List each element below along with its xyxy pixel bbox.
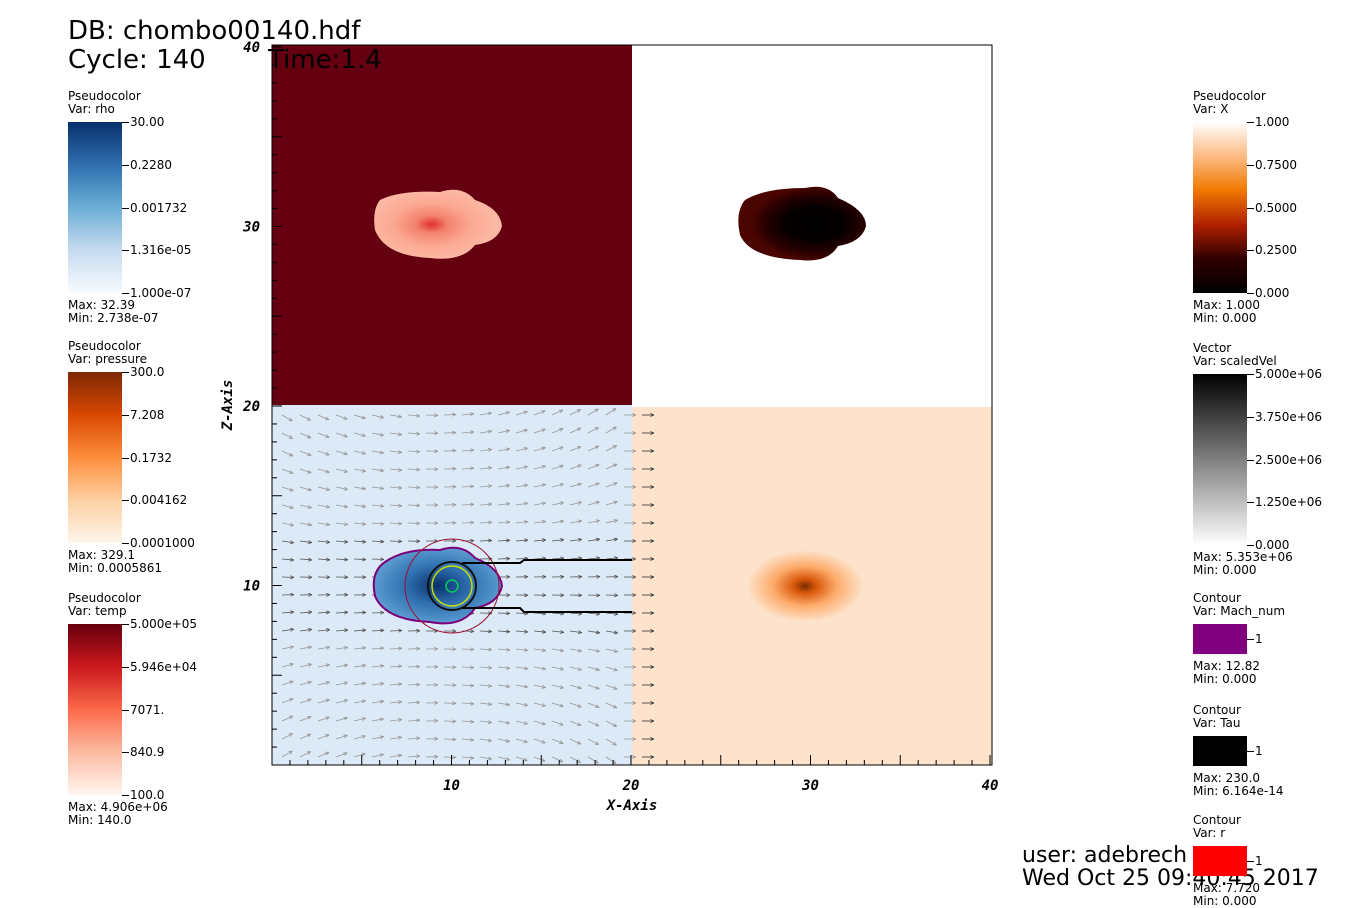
- legend-var: Var: Mach_num: [1193, 605, 1285, 618]
- legend-var: Var: rho: [68, 103, 115, 116]
- legend-label: 0.7500: [1255, 159, 1297, 172]
- legend-tick: [1247, 460, 1254, 461]
- legend-label: 7.208: [130, 409, 164, 422]
- legend-label: 0.2500: [1255, 244, 1297, 257]
- legend-min: Min: 140.0: [68, 814, 132, 827]
- legend-bar: [1193, 624, 1247, 654]
- x-tick-label: 30: [801, 778, 819, 794]
- legend-tick: [1247, 751, 1254, 752]
- legend-label: 1.250e+06: [1255, 496, 1322, 509]
- legend-tick: [1247, 250, 1254, 251]
- legend-bar: [1193, 736, 1247, 766]
- legend-var: Var: X: [1193, 103, 1228, 116]
- x-axis-label: X-Axis: [606, 798, 658, 814]
- legend-label: 3.750e+06: [1255, 411, 1322, 424]
- legend-label: 0.000: [1255, 287, 1289, 300]
- legend-tick: [122, 543, 129, 544]
- date: Wed Oct 25 09:40:45 2017: [1022, 867, 1319, 891]
- legend-tick: [1247, 861, 1254, 862]
- legend-tick: [122, 710, 129, 711]
- y-tick-label: 20: [242, 399, 260, 415]
- y-tick-label: 10: [243, 579, 260, 595]
- legend-label: 5.000e+05: [130, 618, 197, 631]
- legend-label: 1: [1255, 855, 1263, 868]
- legend-var: Var: r: [1193, 827, 1225, 840]
- legend-bar: [1193, 374, 1247, 545]
- legend-tick: [122, 795, 129, 796]
- legend-label: 0.0001000: [130, 537, 195, 550]
- legend-tick: [1247, 208, 1254, 209]
- legend-min: Min: 2.738e-07: [68, 312, 159, 325]
- legend-label: 5.000e+06: [1255, 368, 1322, 381]
- legend-min: Min: 0.0005861: [68, 562, 162, 575]
- legend-bar: [1193, 846, 1247, 876]
- legend-min: Min: 0.000: [1193, 564, 1257, 577]
- legend-label: 1.000: [1255, 116, 1289, 129]
- pressure-blob: [747, 550, 863, 622]
- legend-min: Min: 0.000: [1193, 895, 1257, 908]
- time: Time:1.4: [268, 46, 382, 74]
- db-title: DB: chombo00140.hdf: [68, 17, 360, 45]
- legend-min: Min: 0.000: [1193, 673, 1257, 686]
- legend-tick: [122, 415, 129, 416]
- legend-label: 2.500e+06: [1255, 454, 1322, 467]
- legend-label: 1.000e-07: [130, 287, 191, 300]
- legend-bar: [68, 624, 122, 795]
- legend-tick: [1247, 293, 1254, 294]
- legend-tick: [1247, 639, 1254, 640]
- legend-label: 0.001732: [130, 202, 187, 215]
- y-tick-label: 30: [242, 220, 260, 236]
- legend-label: 0.004162: [130, 494, 187, 507]
- legend-label: 0.5000: [1255, 202, 1297, 215]
- legend-tick: [1247, 122, 1254, 123]
- legend-label: 5.946e+04: [130, 661, 197, 674]
- legend-tick: [122, 293, 129, 294]
- legend-label: 840.9: [130, 746, 164, 759]
- legend-label: 0.2280: [130, 159, 172, 172]
- legend-tick: [122, 208, 129, 209]
- legend-tick: [122, 752, 129, 753]
- legend-label: 0.1732: [130, 452, 172, 465]
- cycle: Cycle: 140: [68, 46, 206, 74]
- legend-tick: [122, 165, 129, 166]
- legend-min: Min: 6.164e-14: [1193, 785, 1284, 798]
- x-tick-label: 40: [982, 778, 999, 794]
- legend-label: 30.00: [130, 116, 164, 129]
- legend-tick: [122, 667, 129, 668]
- legend-tick: [1247, 502, 1254, 503]
- legend-tick: [122, 372, 129, 373]
- legend-tick: [122, 458, 129, 459]
- legend-tick: [122, 122, 129, 123]
- legend-tick: [1247, 417, 1254, 418]
- legend-label: 1: [1255, 633, 1263, 646]
- legend-tick: [1247, 165, 1254, 166]
- legend-tick: [122, 624, 129, 625]
- legend-tick: [122, 500, 129, 501]
- legend-label: 300.0: [130, 366, 164, 379]
- legend-bar: [68, 122, 122, 293]
- legend-label: 1: [1255, 745, 1263, 758]
- x-tick-label: 20: [622, 778, 640, 794]
- y-axis-label: Z-Axis: [220, 380, 236, 432]
- legend-tick: [1247, 374, 1254, 375]
- legend-tick: [122, 250, 129, 251]
- legend-min: Min: 0.000: [1193, 312, 1257, 325]
- user: user: adebrech: [1022, 844, 1187, 868]
- legend-bar: [68, 372, 122, 543]
- legend-tick: [1247, 545, 1254, 546]
- legend-var: Var: temp: [68, 605, 127, 618]
- legend-var: Var: Tau: [1193, 717, 1241, 730]
- legend-label: 1.316e-05: [130, 244, 191, 257]
- legend-bar: [1193, 122, 1247, 293]
- legend-label: 7071.: [130, 704, 164, 717]
- x-tick-label: 10: [443, 778, 460, 794]
